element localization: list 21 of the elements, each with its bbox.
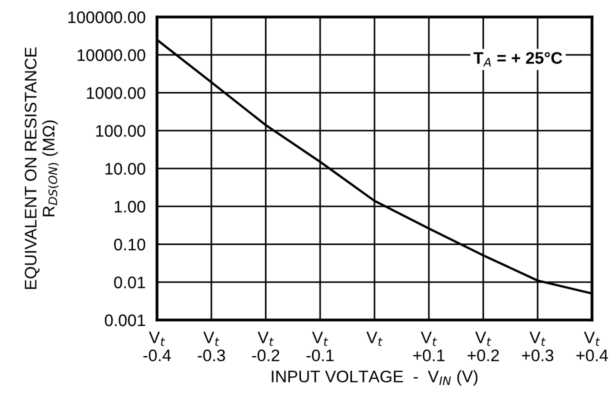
y-tick-label: 1000.00 xyxy=(86,87,146,99)
y-tick-label: 0.01 xyxy=(114,276,146,288)
x-tick-label: V$_{t}$ -0.4 xyxy=(143,332,171,362)
y-axis-title: EQUIVALENT ON RESISTANCE R$_{DS(ON)}$ (MΩ) xyxy=(24,47,59,289)
x-tick-label: V$_{t}$ +0.3 xyxy=(522,332,554,362)
y-tick-label: 100.00 xyxy=(96,125,146,137)
x-axis-title: INPUT VOLTAGE - V$_{IN}$ (V) xyxy=(272,370,478,386)
x-tick-label: V$_{t}$ -0.1 xyxy=(306,332,334,362)
y-tick-label: 1.00 xyxy=(114,200,146,213)
y-tick-label: 10.00 xyxy=(105,162,146,175)
x-tick-label: V$_{t}$ +0.4 xyxy=(576,332,608,362)
x-tick-label: V$_{t}$ +0.2 xyxy=(468,332,499,362)
x-tick-label: V$_{t}$ +0.1 xyxy=(413,332,445,362)
y-tick-label: 10000.00 xyxy=(78,49,146,62)
y-tick-label: 100000.00 xyxy=(68,11,146,24)
annotation: T$_{A}$ = + 25°C xyxy=(473,52,562,66)
x-tick-label: V$_{t}$ -0.2 xyxy=(252,332,280,362)
y-tick-label: 0.10 xyxy=(114,238,146,250)
x-tick-label: V$_{t}$ xyxy=(366,332,383,346)
y-tick-label: 0.001 xyxy=(104,314,146,326)
x-tick-label: V$_{t}$ -0.3 xyxy=(198,332,226,362)
